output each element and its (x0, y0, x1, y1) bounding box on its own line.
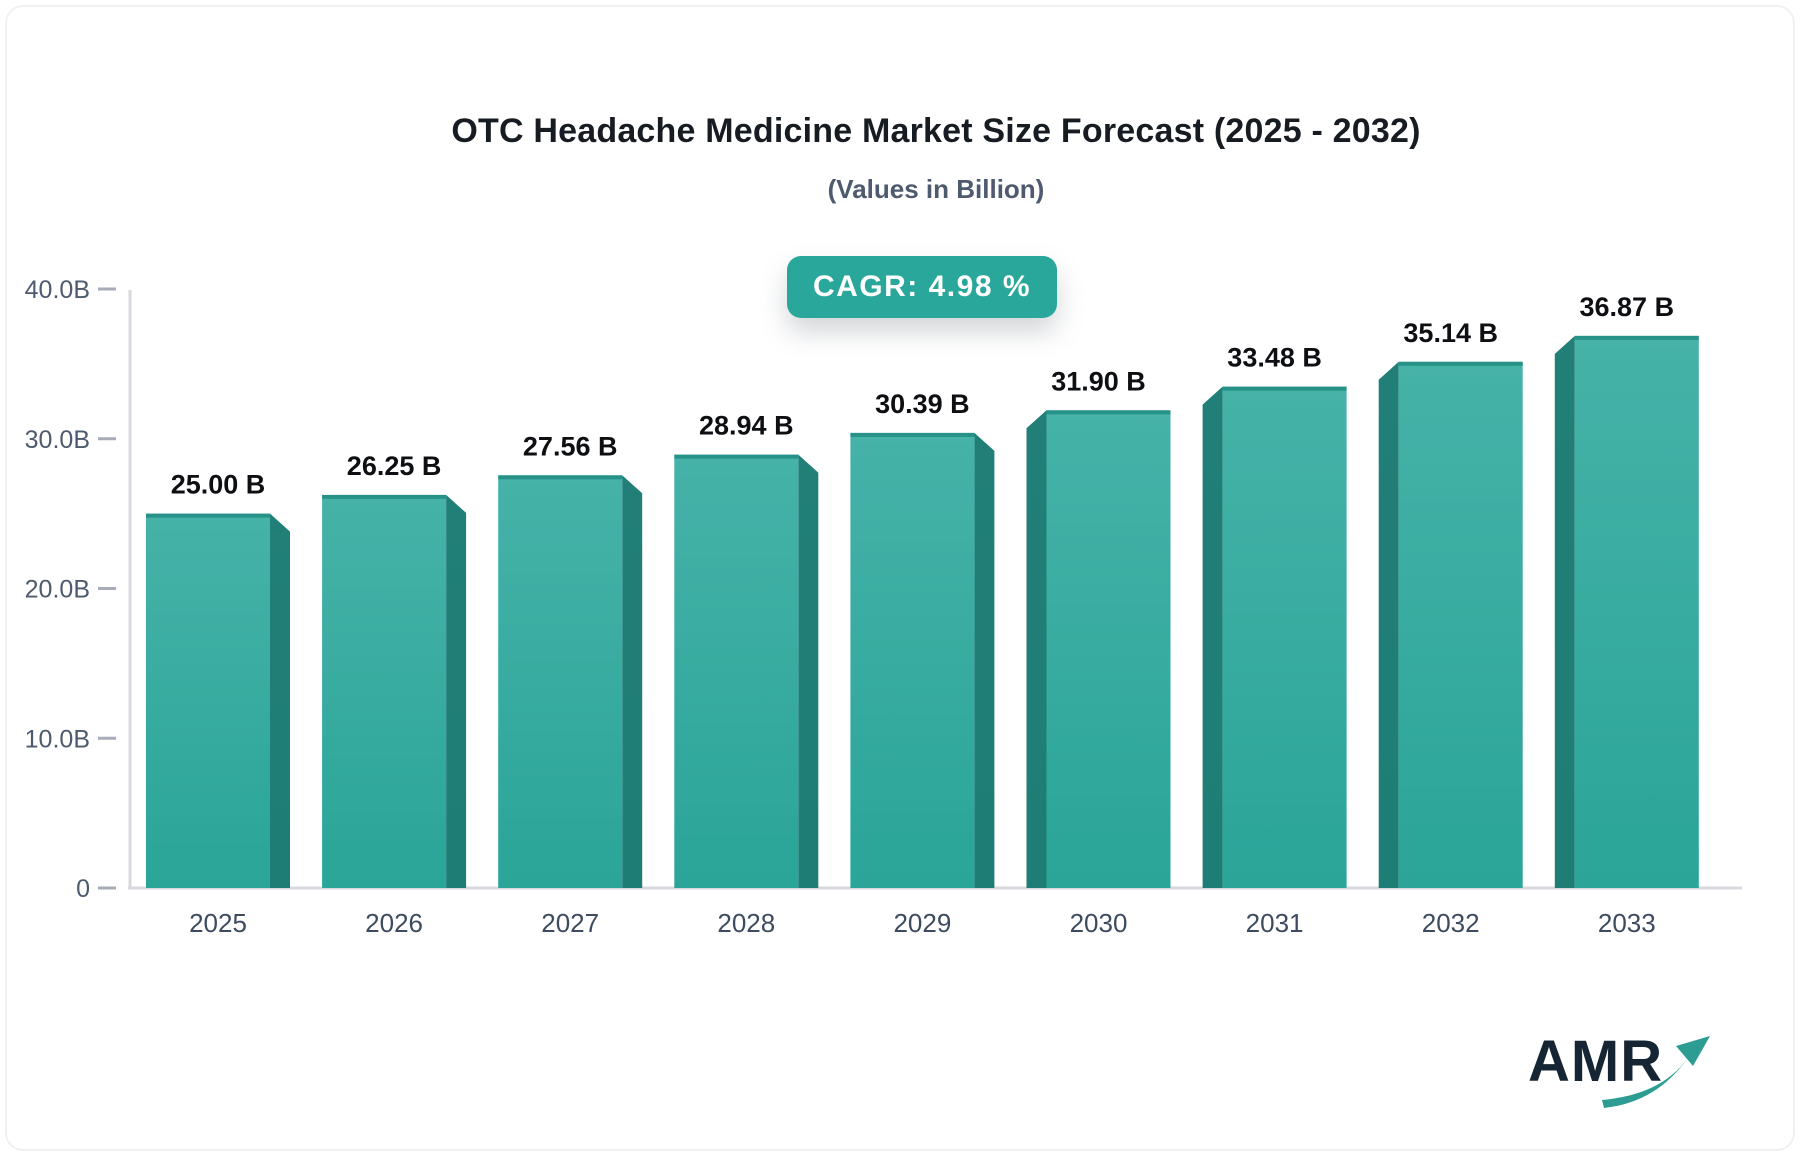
x-category-label-2029: 2029 (893, 908, 951, 938)
x-category-label-2031: 2031 (1246, 908, 1304, 938)
bar-top-edge-2027 (498, 475, 623, 480)
bar-top-edge-2026 (322, 494, 447, 499)
bar-side-face-2025 (270, 513, 290, 888)
plot-area: 40.0B 30.0B 20.0B 10.0B 0 25.00 B 2025 26.25 B 2… (25, 276, 1742, 938)
bar-value-label-2031: 33.48 B (1227, 343, 1322, 373)
x-category-label-2033: 2033 (1598, 908, 1656, 938)
bar-2033 (1574, 335, 1699, 888)
y-tick-label-30.0B: 30.0B (25, 426, 90, 454)
arrow-swoosh (1602, 1058, 1688, 1108)
bar-value-label-2030: 31.90 B (1051, 366, 1146, 396)
x-category-label-2025: 2025 (189, 908, 247, 938)
bar-top-edge-2029 (850, 432, 975, 437)
amr-logo-arrow-icon (1602, 1036, 1710, 1108)
cagr-badge: CAGR: 4.98 % (787, 256, 1057, 318)
bar-2026 (322, 494, 447, 888)
bar-2032 (1398, 361, 1523, 888)
amr-logo: AMR (1528, 1028, 1718, 1118)
bar-side-face-2029 (974, 432, 995, 888)
bar-top-edge-2032 (1398, 361, 1523, 366)
x-category-label-2026: 2026 (365, 908, 423, 938)
x-category-label-2027: 2027 (541, 908, 599, 938)
bar-value-label-2025: 25.00 B (171, 470, 266, 500)
bar-side-face-2032 (1378, 361, 1399, 888)
y-tick-label-10.0B: 10.0B (25, 725, 90, 753)
bar-top-edge-2031 (1222, 386, 1347, 391)
bar-top-edge-2028 (674, 454, 799, 459)
bar-side-face-2031 (1202, 386, 1223, 888)
bar-side-face-2033 (1554, 335, 1575, 888)
bar-value-label-2027: 27.56 B (523, 431, 618, 461)
y-tick-label-40.0B: 40.0B (25, 276, 90, 304)
bar-value-label-2028: 28.94 B (699, 411, 794, 441)
chart-title: OTC Headache Medicine Market Size Foreca… (451, 112, 1421, 150)
y-tick-label-20.0B: 20.0B (25, 576, 90, 604)
bar-side-face-2027 (622, 475, 643, 888)
bar-2030 (1046, 410, 1171, 888)
bar-side-face-2028 (798, 454, 819, 888)
bar-top-edge-2030 (1046, 410, 1171, 415)
x-category-label-2032: 2032 (1422, 908, 1480, 938)
cagr-badge-label: CAGR: 4.98 % (812, 270, 1032, 303)
bar-value-label-2029: 30.39 B (875, 389, 970, 419)
bar-value-label-2032: 35.14 B (1403, 318, 1498, 348)
bar-side-face-2030 (1026, 410, 1047, 888)
bar-2025 (146, 513, 270, 888)
chart-subtitle: (Values in Billion) (827, 174, 1045, 204)
bar-value-label-2026: 26.25 B (347, 451, 442, 481)
amr-logo-text: AMR (1528, 1029, 1664, 1094)
x-category-label-2028: 2028 (717, 908, 775, 938)
bar-2028 (674, 454, 799, 888)
bar-side-face-2026 (446, 494, 467, 888)
bar-value-label-2033: 36.87 B (1580, 292, 1675, 322)
bar-2031 (1222, 386, 1347, 888)
bar-2029 (850, 432, 975, 888)
bar-top-edge-2025 (146, 513, 270, 518)
arrow-head (1676, 1036, 1710, 1066)
x-category-label-2030: 2030 (1070, 908, 1128, 938)
bar-top-edge-2033 (1574, 335, 1699, 340)
y-tick-label-0: 0 (76, 875, 90, 903)
bar-2027 (498, 475, 623, 888)
